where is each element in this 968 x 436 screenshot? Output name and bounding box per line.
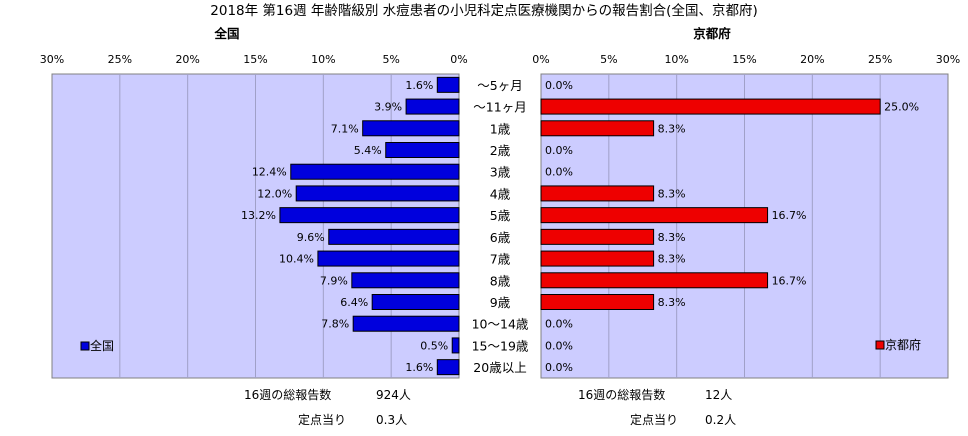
national-per-value: 0.3人 <box>376 413 408 427</box>
kyoto-data-label: 8.3% <box>658 122 686 135</box>
right-tick-label: 20% <box>800 53 824 66</box>
national-data-label: 6.4% <box>340 296 368 309</box>
right-tick-label: 5% <box>600 53 617 66</box>
national-data-label: 7.9% <box>320 274 348 287</box>
national-data-label: 1.6% <box>405 79 433 92</box>
left-tick-label: 0% <box>450 53 467 66</box>
category-label: 3歳 <box>490 165 511 180</box>
right-tick-label: 15% <box>732 53 756 66</box>
kyoto-bar <box>540 272 769 289</box>
kyoto-data-label: 0.0% <box>545 166 573 179</box>
national-bar <box>385 142 460 158</box>
left-tick-label: 10% <box>311 53 335 66</box>
kyoto-bar <box>540 207 769 224</box>
category-label: 6歳 <box>490 230 511 245</box>
left-tick-label: 5% <box>382 53 399 66</box>
kyoto-bar <box>540 185 655 202</box>
national-total-value: 924人 <box>376 388 411 402</box>
kyoto-total-value: 12人 <box>705 388 733 402</box>
national-bar <box>279 207 460 224</box>
national-legend-swatch <box>80 341 90 351</box>
national-bar <box>317 250 460 267</box>
category-label: 8歳 <box>490 273 511 288</box>
national-data-label: 3.9% <box>374 101 402 114</box>
national-bar <box>436 359 460 376</box>
kyoto-data-label: 8.3% <box>658 296 686 309</box>
kyoto-data-label: 0.0% <box>545 79 573 92</box>
kyoto-data-label: 16.7% <box>772 209 807 222</box>
kyoto-bar <box>540 250 655 267</box>
national-per-label: 定点当り <box>298 413 347 427</box>
kyoto-bar <box>540 120 655 137</box>
chart-title: 2018年 第16週 年齢階級別 水痘患者の小児科定点医療機関からの報告割合(全… <box>210 2 757 19</box>
category-label: 1歳 <box>490 121 511 136</box>
kyoto-bar <box>540 294 655 310</box>
national-bar <box>295 185 460 202</box>
national-bar <box>451 337 460 354</box>
kyoto-data-label: 8.3% <box>658 253 686 266</box>
kyoto-total-label: 16週の総報告数 <box>578 388 666 402</box>
national-bar <box>362 120 460 137</box>
category-label: 〜5ヶ月 <box>477 78 522 93</box>
national-data-label: 9.6% <box>297 231 325 244</box>
right-tick-label: 0% <box>532 53 549 66</box>
kyoto-legend-label: 京都府 <box>885 337 921 352</box>
left-tick-label: 20% <box>175 53 199 66</box>
national-bar <box>352 315 460 332</box>
category-label: 5歳 <box>490 208 511 223</box>
category-label: 15〜19歳 <box>472 338 529 353</box>
national-bar <box>290 163 460 180</box>
national-bar <box>371 294 460 310</box>
right-panel-title: 京都府 <box>693 26 731 41</box>
kyoto-bar <box>540 228 655 245</box>
kyoto-data-label: 25.0% <box>884 101 919 114</box>
category-label: 20歳以上 <box>473 360 526 375</box>
national-data-label: 12.4% <box>252 166 287 179</box>
national-data-label: 10.4% <box>279 253 314 266</box>
category-label: 2歳 <box>490 143 511 158</box>
kyoto-bar <box>540 98 881 115</box>
category-label: 4歳 <box>490 186 511 201</box>
kyoto-per-label: 定点当り <box>630 413 679 427</box>
category-label: 7歳 <box>490 252 511 267</box>
left-panel-title: 全国 <box>213 26 239 41</box>
kyoto-data-label: 0.0% <box>545 339 573 352</box>
national-legend-label: 全国 <box>90 338 114 353</box>
national-total-label: 16週の総報告数 <box>244 388 332 402</box>
national-data-label: 1.6% <box>405 361 433 374</box>
national-data-label: 0.5% <box>420 339 448 352</box>
kyoto-data-label: 0.0% <box>545 361 573 374</box>
kyoto-data-label: 8.3% <box>658 231 686 244</box>
national-bar <box>405 98 460 115</box>
right-tick-label: 25% <box>868 53 892 66</box>
national-bar <box>436 76 460 93</box>
national-data-label: 13.2% <box>241 209 276 222</box>
kyoto-data-label: 0.0% <box>545 144 573 157</box>
category-label: 9歳 <box>490 295 511 310</box>
right-tick-label: 10% <box>664 53 688 66</box>
national-data-label: 7.1% <box>331 122 359 135</box>
national-data-label: 5.4% <box>354 144 382 157</box>
left-tick-label: 25% <box>108 53 132 66</box>
national-bar <box>351 272 460 289</box>
left-tick-label: 15% <box>243 53 267 66</box>
kyoto-data-label: 0.0% <box>545 318 573 331</box>
kyoto-data-label: 16.7% <box>772 274 807 287</box>
category-label: 10〜14歳 <box>472 317 529 332</box>
kyoto-data-label: 8.3% <box>658 187 686 200</box>
kyoto-per-value: 0.2人 <box>705 413 737 427</box>
category-label: 〜11ヶ月 <box>473 100 526 115</box>
right-tick-label: 30% <box>936 53 960 66</box>
national-bar <box>328 228 460 245</box>
national-data-label: 12.0% <box>257 187 292 200</box>
left-tick-label: 30% <box>40 53 64 66</box>
kyoto-legend-swatch <box>875 340 885 350</box>
national-data-label: 7.8% <box>321 318 349 331</box>
